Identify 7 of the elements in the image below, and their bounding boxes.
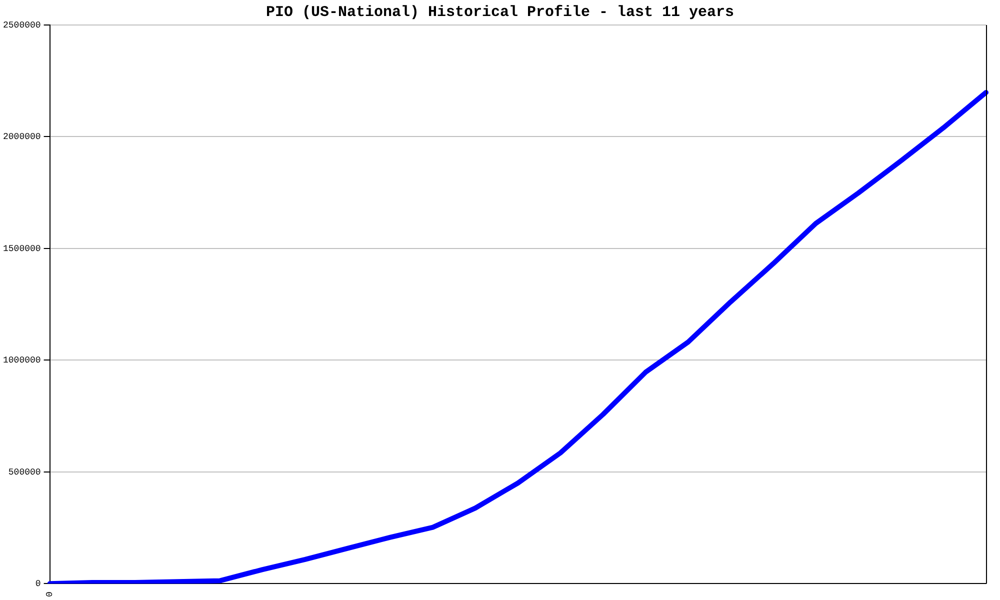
y-tick-label: 500000 (8, 467, 41, 478)
y-tick-label: 1000000 (2, 356, 41, 366)
chart-title: PIO (US-National) Historical Profile - last 11 years (264, 4, 736, 21)
y-tick-label: 2000000 (2, 132, 41, 142)
y-tick-label: 1500000 (2, 244, 41, 254)
y-tick-label: 2500000 (2, 20, 41, 30)
y-tick-label: 0 (35, 578, 41, 589)
